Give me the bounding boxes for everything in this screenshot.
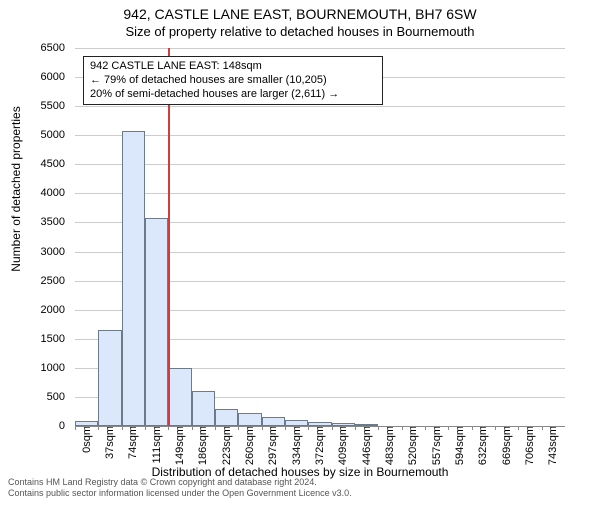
credits: Contains HM Land Registry data © Crown c… (8, 477, 352, 498)
y-tick-label: 6500 (15, 42, 65, 54)
histogram-bar (215, 409, 238, 426)
y-tick-label: 6000 (15, 71, 65, 83)
info-box: 942 CASTLE LANE EAST: 148sqm← 79% of det… (83, 56, 383, 105)
y-tick-label: 0 (15, 420, 65, 432)
x-axis-line (75, 426, 565, 427)
y-tick-label: 500 (15, 391, 65, 403)
info-box-line: ← 79% of detached houses are smaller (10… (90, 74, 376, 88)
info-box-line: 20% of semi-detached houses are larger (… (90, 88, 376, 102)
y-tick-label: 5000 (15, 129, 65, 141)
info-box-line: 942 CASTLE LANE EAST: 148sqm (90, 60, 376, 74)
gridline (75, 164, 565, 165)
y-tick-label: 4000 (15, 187, 65, 199)
gridline (75, 193, 565, 194)
y-tick-label: 3500 (15, 216, 65, 228)
y-tick-label: 1000 (15, 362, 65, 374)
histogram-bar (238, 413, 261, 426)
histogram-bar (262, 417, 285, 426)
histogram-bar (98, 330, 121, 426)
page-title: 942, CASTLE LANE EAST, BOURNEMOUTH, BH7 … (0, 6, 600, 22)
y-tick-label: 3000 (15, 246, 65, 258)
gridline (75, 106, 565, 107)
histogram-bar (192, 391, 215, 426)
histogram-bar (168, 368, 191, 426)
histogram-chart: 0500100015002000250030003500400045005000… (75, 48, 565, 426)
y-tick-label: 2500 (15, 275, 65, 287)
credits-line-2: Contains public sector information licen… (8, 488, 352, 498)
gridline (75, 48, 565, 49)
gridline (75, 135, 565, 136)
credits-line-1: Contains HM Land Registry data © Crown c… (8, 477, 352, 487)
histogram-bar (145, 218, 168, 426)
histogram-bar (122, 131, 145, 426)
y-tick-label: 2000 (15, 304, 65, 316)
page-subtitle: Size of property relative to detached ho… (0, 24, 600, 39)
y-tick-label: 4500 (15, 158, 65, 170)
y-tick-label: 1500 (15, 333, 65, 345)
y-tick-label: 5500 (15, 100, 65, 112)
